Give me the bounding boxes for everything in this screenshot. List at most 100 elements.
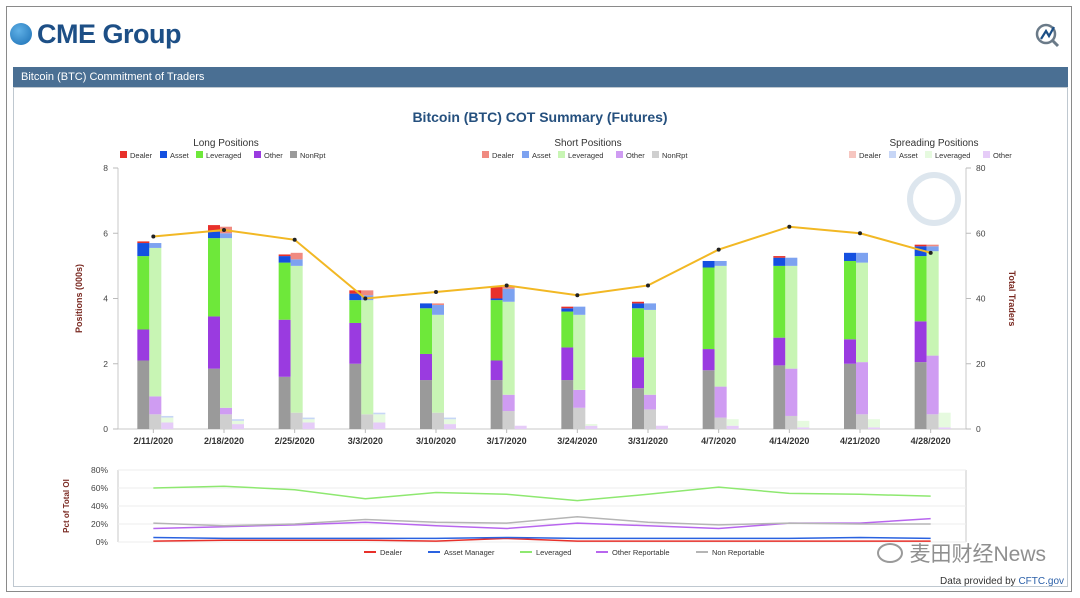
quikstrike-icon[interactable] — [1034, 22, 1060, 48]
total-traders-point — [434, 289, 438, 294]
legend-label-leveraged: Leveraged — [568, 151, 603, 160]
legend-swatch-nonrpt — [652, 151, 659, 158]
bar-long-other — [773, 337, 786, 366]
bar-short-leveraged — [573, 314, 586, 390]
bar-short-other — [502, 394, 515, 412]
bar-long-asset — [137, 243, 150, 257]
x-tick-label: 2/18/2020 — [204, 436, 244, 446]
bar-short-leveraged — [502, 301, 515, 395]
pct-legend-label: Dealer — [380, 548, 403, 557]
bar-long-other — [632, 357, 644, 389]
x-tick-label: 3/17/2020 — [487, 436, 527, 446]
bar-short-other — [149, 396, 162, 415]
bar-long-other — [349, 322, 362, 364]
bar-short-nonrpt — [926, 414, 939, 429]
bar-long-nonrpt — [208, 368, 220, 429]
globe-icon — [10, 23, 32, 45]
bar-short-asset — [926, 246, 939, 252]
legend-swatch-leveraged — [196, 151, 203, 158]
data-source-note: Data provided by CFTC.gov — [940, 576, 1064, 587]
bar-spread-other — [797, 427, 810, 429]
bar-short-asset — [502, 288, 515, 302]
bar-short-other — [220, 407, 232, 415]
pct-y-tick-label: 20% — [91, 519, 108, 529]
bar-spread-leveraged — [444, 419, 456, 425]
bar-long-nonrpt — [561, 380, 574, 429]
bar-short-leveraged — [644, 309, 656, 395]
pct-y-axis-label: Pct of Total OI — [62, 479, 71, 533]
bar-long-leveraged — [561, 311, 574, 348]
bar-short-leveraged — [926, 251, 939, 356]
bar-short-asset — [220, 233, 232, 239]
bar-short-nonrpt — [644, 409, 656, 429]
bar-long-nonrpt — [702, 370, 715, 429]
cftc-link[interactable]: CFTC.gov — [1018, 576, 1064, 587]
legend-group-title: Spreading Positions — [890, 138, 979, 149]
chart-panel: Bitcoin (BTC) COT Summary (Futures) Long … — [13, 87, 1068, 587]
bar-spread-other — [585, 425, 598, 429]
bar-spread-asset — [373, 412, 386, 415]
y-tick-label: 8 — [103, 163, 108, 173]
bar-long-nonrpt — [420, 380, 432, 429]
x-tick-label: 2/25/2020 — [275, 436, 315, 446]
x-tick-label: 3/10/2020 — [416, 436, 456, 446]
bar-long-asset — [490, 298, 503, 301]
bar-spread-leveraged — [161, 417, 174, 423]
total-traders-point — [363, 296, 368, 301]
bar-long-asset — [914, 246, 927, 257]
bar-short-asset — [432, 305, 444, 315]
bar-long-leveraged — [137, 256, 150, 330]
legend-swatch-other — [254, 151, 261, 158]
bar-short-leveraged — [220, 238, 232, 408]
bar-long-other — [561, 347, 574, 381]
bar-spread-asset — [161, 415, 174, 418]
bar-short-dealer — [502, 285, 515, 289]
total-traders-point — [222, 227, 226, 232]
total-traders-point — [858, 231, 862, 236]
x-tick-label: 4/7/2020 — [701, 436, 736, 446]
bar-short-asset — [573, 306, 586, 315]
cme-logo[interactable]: CME Group — [10, 10, 200, 58]
bar-short-asset — [149, 243, 162, 248]
bar-spread-other — [302, 422, 315, 429]
pct-y-tick-label: 40% — [91, 501, 108, 511]
pct-legend-label: Non Reportable — [712, 548, 765, 557]
bar-short-leveraged — [290, 265, 303, 413]
bar-short-dealer — [926, 244, 939, 247]
bar-short-other — [856, 362, 868, 415]
bar-long-asset — [773, 257, 786, 266]
bar-short-nonrpt — [573, 407, 586, 429]
bar-short-asset — [785, 257, 798, 266]
pct-line-leveraged — [153, 485, 931, 502]
bar-long-dealer — [914, 244, 927, 247]
pct-y-tick-label: 0% — [96, 537, 109, 547]
bar-long-nonrpt — [773, 365, 786, 429]
y2-tick-label: 20 — [976, 359, 986, 369]
total-traders-point — [716, 247, 721, 252]
watermark: 麦田财经News — [877, 538, 1046, 568]
pct-legend-label: Asset Manager — [444, 548, 495, 557]
bar-spread-other — [444, 424, 456, 429]
bar-long-other — [420, 353, 432, 381]
bar-spread-leveraged — [797, 420, 810, 428]
legend-label-leveraged: Leveraged — [206, 151, 241, 160]
bar-short-asset — [856, 252, 868, 263]
y-tick-label: 6 — [103, 228, 108, 238]
y-tick-label: 2 — [103, 359, 108, 369]
pct-line-asset-manager — [153, 536, 931, 540]
bar-long-leveraged — [914, 256, 927, 322]
legend-swatch-dealer — [482, 151, 489, 158]
bar-short-leveraged — [149, 247, 162, 397]
bar-short-nonrpt — [220, 414, 232, 429]
bar-spread-leveraged — [726, 419, 739, 426]
total-traders-point — [787, 224, 792, 229]
total-traders-point — [504, 283, 509, 288]
chart-title: Bitcoin (BTC) COT Summary (Futures) — [412, 109, 667, 125]
x-tick-label: 4/21/2020 — [840, 436, 880, 446]
bar-long-asset — [632, 303, 644, 309]
legend-label-dealer: Dealer — [859, 151, 882, 160]
pct-y-tick-label: 60% — [91, 483, 108, 493]
total-traders-point — [292, 237, 297, 242]
bar-long-other — [278, 319, 291, 377]
logo-text: CME Group — [37, 18, 182, 49]
